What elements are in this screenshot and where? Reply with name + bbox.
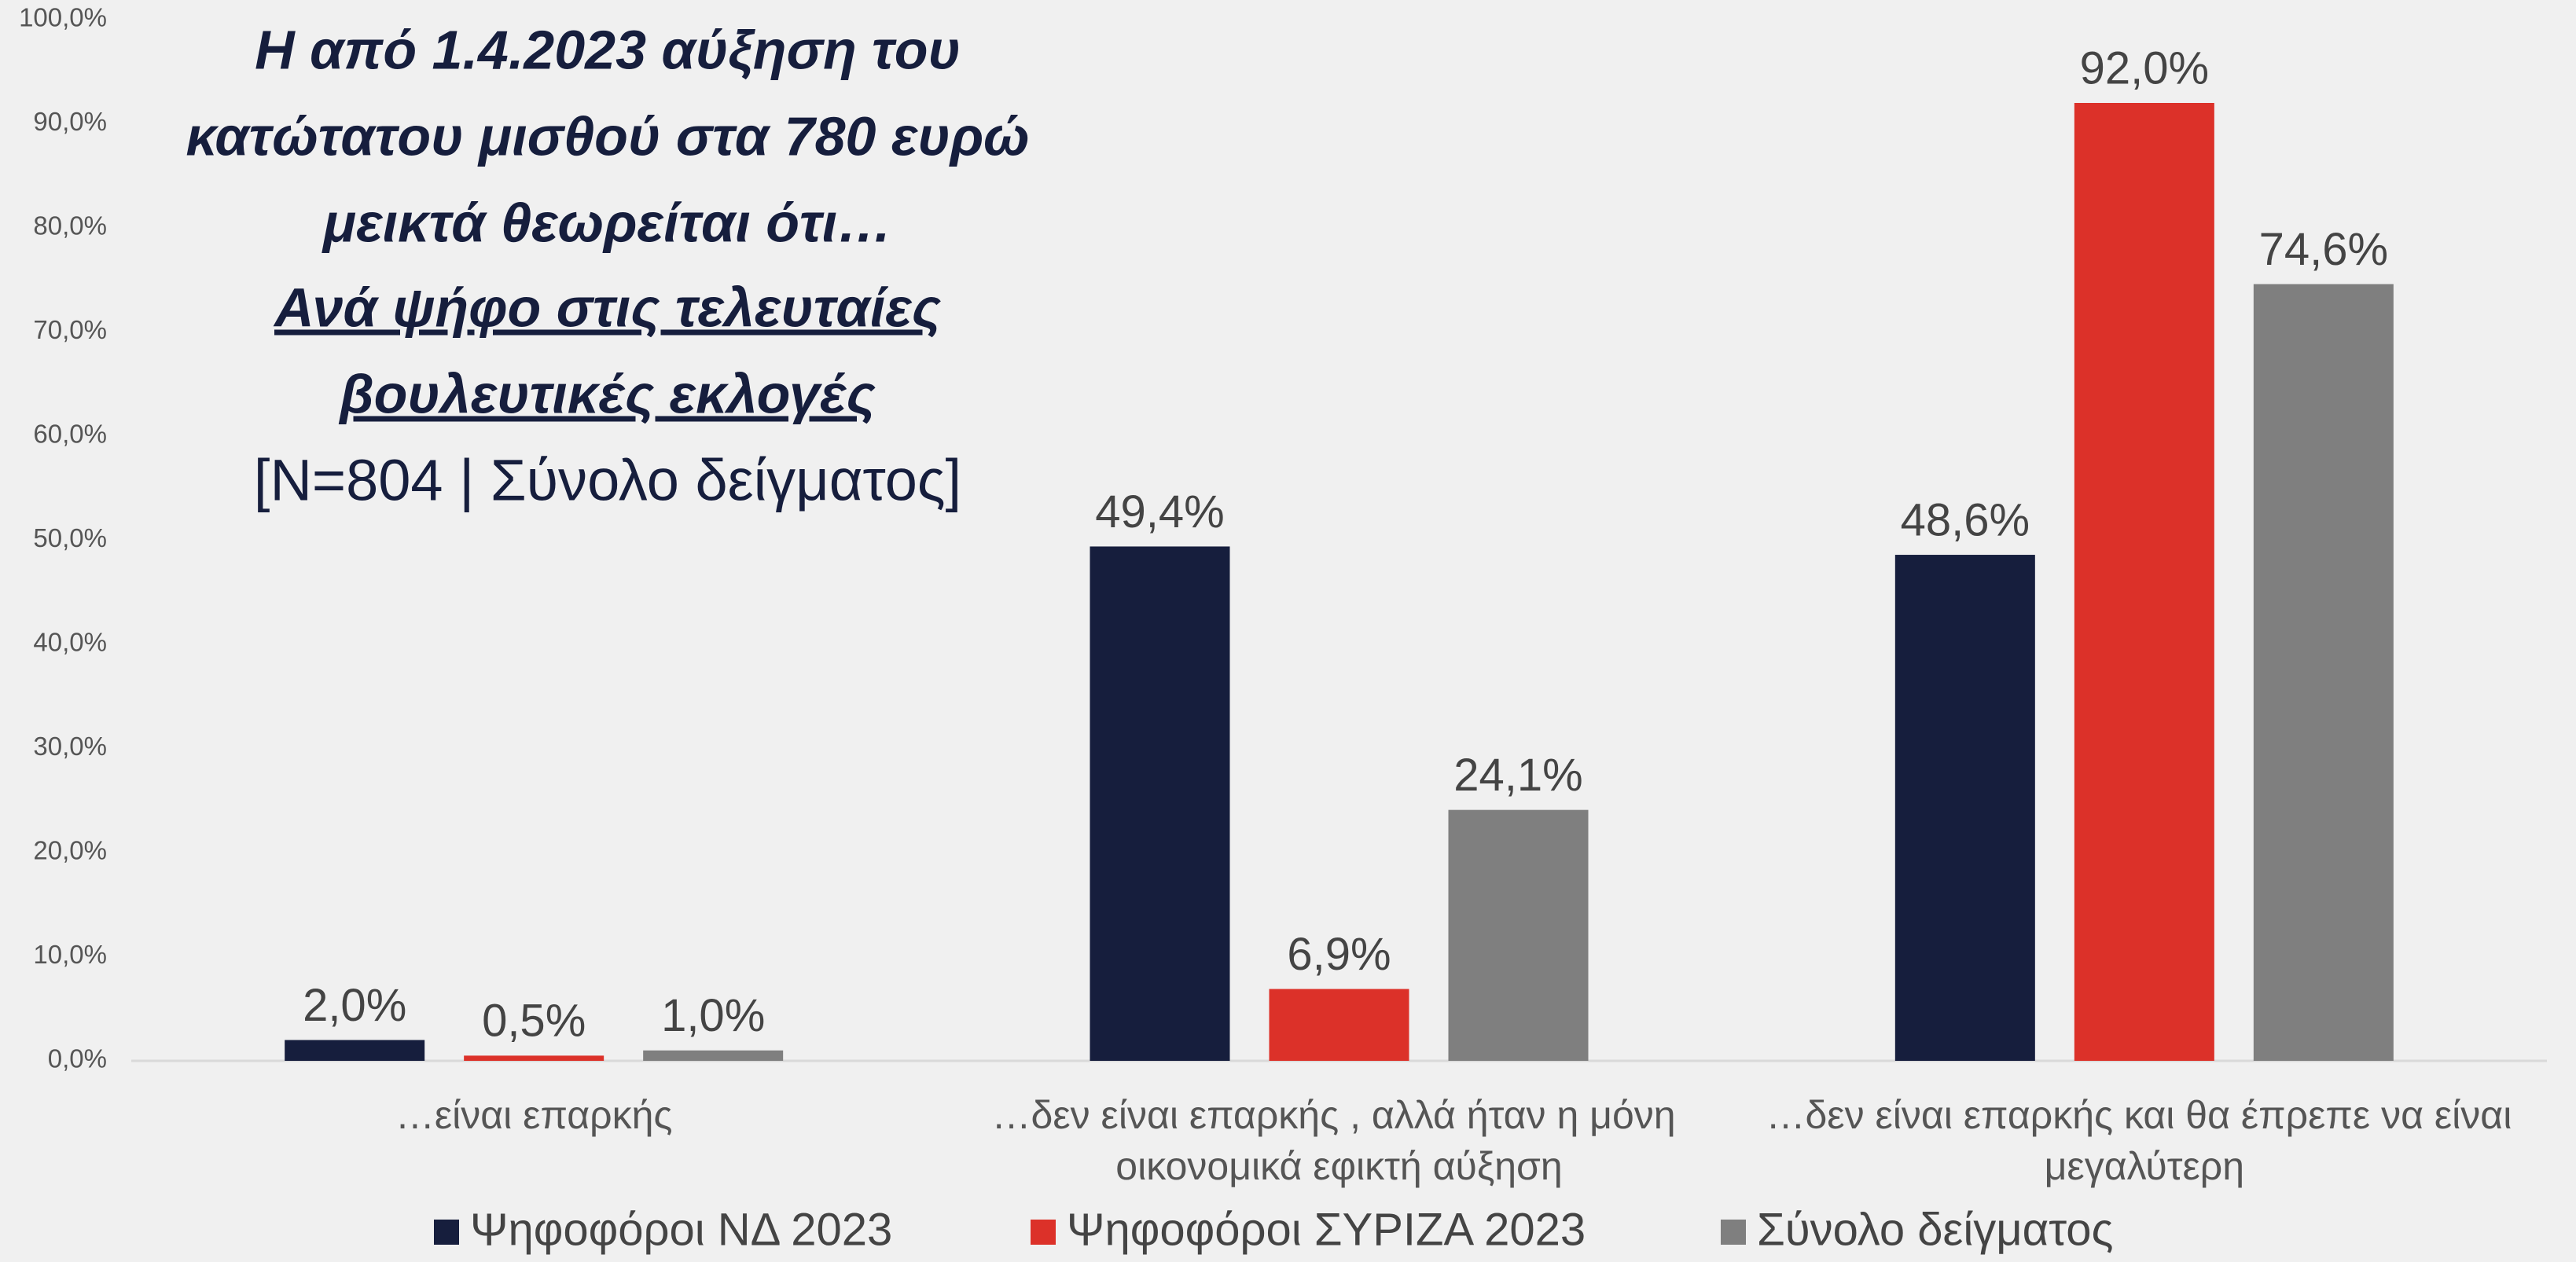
y-tick-label: 80,0% [33,211,107,240]
y-tick-label: 90,0% [33,107,107,136]
y-tick-label: 0,0% [48,1044,107,1073]
x-tick-label: …είναι επαρκής [395,1093,673,1137]
legend-swatch [1031,1220,1056,1245]
y-tick-label: 50,0% [33,523,107,552]
legend-label: Ψηφοφόροι ΣΥΡΙΖΑ 2023 [1067,1204,1586,1255]
y-tick-label: 20,0% [33,836,107,865]
chart-note: [N=804 | Σύνολο δείγματος] [254,448,961,513]
legend-swatch [434,1220,459,1245]
y-tick-label: 10,0% [33,940,107,969]
y-tick-label: 60,0% [33,420,107,449]
legend-swatch [1721,1220,1746,1245]
chart-title: μεικτά θεωρείται ότι… [322,192,892,253]
value-label: 6,9% [1287,929,1391,980]
bar [1894,555,2035,1061]
value-label: 0,5% [482,996,586,1047]
bar [2253,284,2394,1061]
value-label: 92,0% [2080,42,2209,94]
x-tick-label: …δεν είναι επαρκής και θα έπρεπε να είνα… [1766,1093,2523,1188]
y-tick-label: 70,0% [33,315,107,344]
chart-subtitle: Ανά ψήφο στις τελευταίες [273,277,942,338]
legend-label: Ψηφοφόροι ΝΔ 2023 [470,1204,892,1255]
bar [2074,103,2214,1061]
bar [643,1050,784,1061]
value-label: 49,4% [1095,486,1224,537]
bar [1269,989,1409,1061]
legend-label: Σύνολο δείγματος [1757,1204,2114,1255]
value-label: 2,0% [303,980,406,1031]
chart-title: κατώτατου μισθού στα 780 ευρώ [186,105,1029,167]
x-tick-label: …δεν είναι επαρκής , αλλά ήταν η μόνη οι… [992,1093,1687,1188]
y-tick-label: 100,0% [19,3,107,32]
value-label: 48,6% [1901,494,2030,545]
y-tick-label: 30,0% [33,732,107,761]
bar [1090,546,1230,1061]
bar [285,1040,425,1061]
value-label: 24,1% [1453,750,1582,801]
value-label: 74,6% [2259,224,2388,275]
chart-subtitle: βουλευτικές εκλογές [338,363,876,424]
bar [1448,809,1589,1061]
value-label: 1,0% [661,990,765,1041]
bar [464,1055,604,1061]
y-tick-label: 40,0% [33,628,107,657]
chart-title: Η από 1.4.2023 αύξηση του [255,19,961,80]
